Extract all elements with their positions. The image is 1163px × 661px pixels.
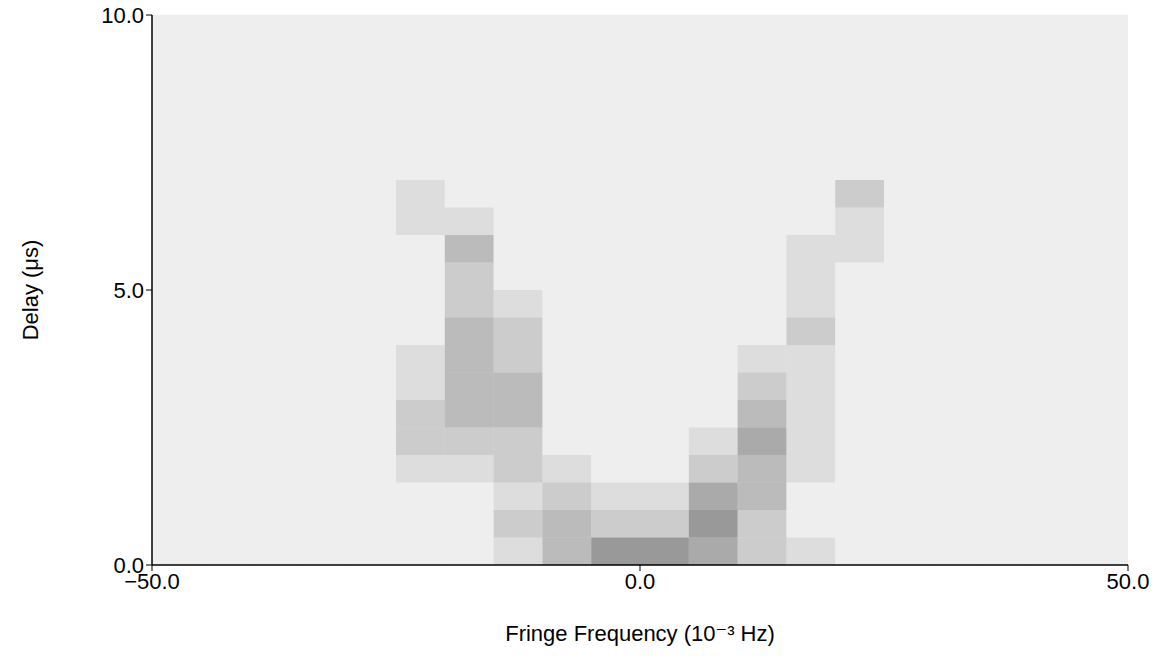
svg-text:Fringe Frequency (10⁻³ Hz): Fringe Frequency (10⁻³ Hz): [505, 621, 775, 646]
svg-text:5.0: 5.0: [113, 278, 144, 303]
svg-text:−50.0: −50.0: [124, 568, 180, 594]
svg-text:0.0: 0.0: [113, 553, 144, 578]
svg-text:50.0: 50.0: [1107, 569, 1150, 594]
svg-text:10.0: 10.0: [101, 3, 144, 28]
svg-text:Delay (μs): Delay (μs): [18, 240, 43, 341]
svg-text:0.0: 0.0: [625, 569, 656, 594]
